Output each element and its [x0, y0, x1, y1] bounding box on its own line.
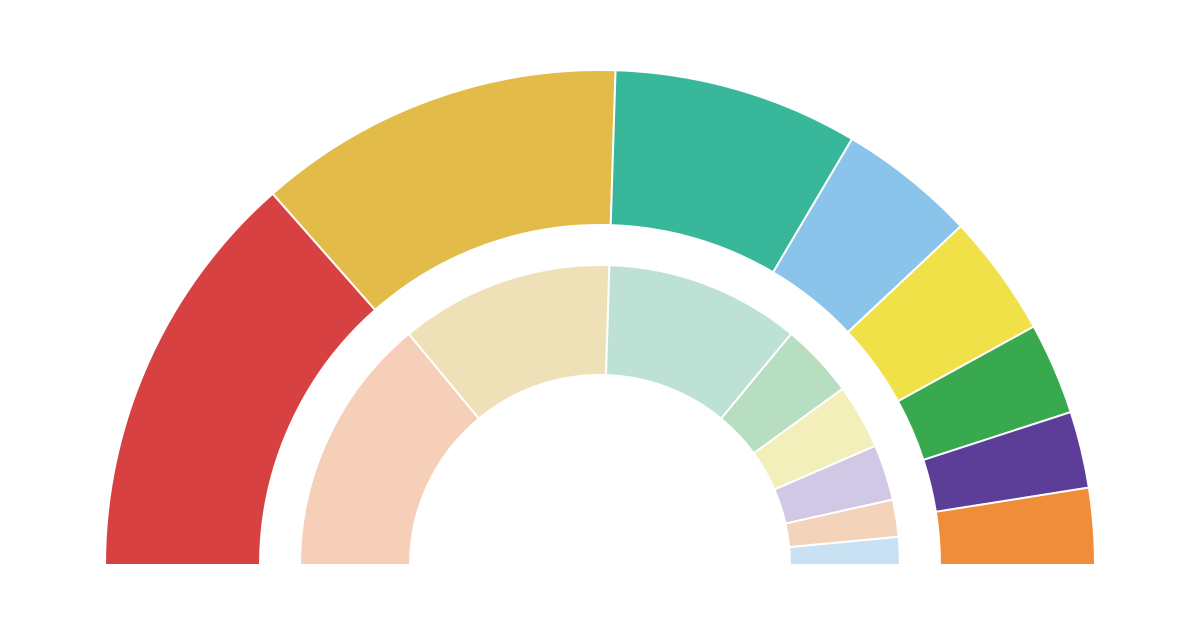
half-donut-chart [0, 0, 1200, 642]
inner-ring [300, 265, 900, 565]
